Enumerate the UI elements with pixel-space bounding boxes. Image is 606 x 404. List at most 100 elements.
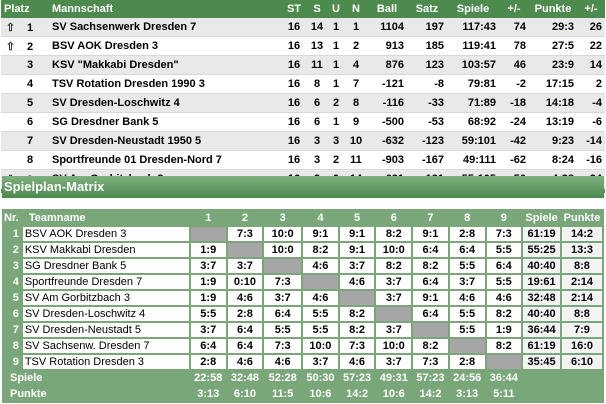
stat-diff: 78 — [499, 36, 529, 56]
col-header-n[interactable]: N — [345, 0, 367, 18]
matrix-team-name[interactable]: SV Sachsenw. Dresden 7 — [22, 339, 189, 353]
matrix-result-cell: 5:5 — [486, 243, 522, 257]
stat-pdiff: -16 — [577, 150, 605, 170]
footer-punkte-value: 10:6 — [309, 388, 332, 400]
stat-n: 2 — [345, 36, 367, 56]
team-name[interactable]: SV Sachsenwerk Dresden 7 — [49, 18, 281, 37]
team-name[interactable]: Sportfreunde 01 Dresden-Nord 7 — [49, 150, 281, 170]
col-header-st[interactable]: ST — [281, 0, 307, 18]
col-header-pdiff[interactable]: +/- — [577, 0, 605, 18]
footer-spiele-value: 57:23 — [416, 372, 445, 384]
stat-n: 4 — [345, 55, 367, 75]
stat-ball: -903 — [367, 150, 407, 170]
col-header-satz[interactable]: Satz — [407, 0, 447, 18]
standings-row[interactable]: 5 SV Dresden-Loschwitz 4 16 6 2 8 -116 -33 71:89… — [1, 93, 605, 113]
matrix-diagonal-cell — [190, 227, 226, 241]
matrix-result-cell: 3:7 — [376, 355, 412, 369]
matrix-result-cell: 6:4 — [413, 243, 448, 257]
rank-number: 4 — [26, 78, 34, 90]
team-name[interactable]: BSV AOK Dresden 3 — [49, 36, 281, 56]
stat-diff: 74 — [499, 18, 529, 37]
stat-satz: 123 — [407, 55, 447, 75]
matrix-row: 8 SV Sachsenw. Dresden 7 6:4 6:4 7:3 10:0 7:3 1… — [4, 339, 602, 353]
matrix-result-cell: 5:5 — [303, 307, 338, 321]
matrix-result-cell: 7:3 — [486, 227, 522, 241]
col-header-platz[interactable]: Platz — [1, 0, 49, 18]
team-name[interactable]: SV Dresden-Loschwitz 4 — [49, 93, 281, 113]
standings-row[interactable]: 7 SV Dresden-Neustadt 1950 5 16 3 3 10 -632 -12… — [1, 131, 605, 151]
team-name[interactable]: TSV Rotation Dresden 1990 3 — [49, 74, 281, 94]
matrix-row: 9 TSV Rotation Dresden 3 2:8 4:6 4:6 3:7 4:6 3:… — [4, 355, 602, 369]
standings-row[interactable]: 8 Sportfreunde 01 Dresden-Nord 7 16 3 2 11 -90… — [1, 150, 605, 170]
stat-pdiff: 26 — [577, 18, 605, 37]
stat-punkte: 17:15 — [529, 74, 577, 94]
standings-row[interactable]: 6 SG Dresdner Bank 5 16 6 1 9 -500 -53 68:92 -24 1… — [1, 112, 605, 132]
matrix-result-cell: 3:7 — [190, 323, 226, 337]
matrix-result-cell: 7:3 — [413, 355, 448, 369]
footer-punkte-value: 14:2 — [346, 388, 369, 400]
matrix-result-cell: 10:0 — [376, 339, 412, 353]
stat-satz: -123 — [407, 131, 447, 151]
matrix-section-header: Spielplan-Matrix — [2, 176, 604, 198]
matrix-team-name[interactable]: SV Dresden-Loschwitz 4 — [22, 307, 189, 321]
matrix-team-name[interactable]: TSV Rotation Dresden 3 — [22, 355, 189, 369]
matrix-diagonal-cell — [376, 307, 412, 321]
stat-spiele: 119:41 — [447, 36, 499, 56]
stat-ball: -632 — [367, 131, 407, 151]
col-header-spiele[interactable]: Spiele — [447, 0, 499, 18]
matrix-col-header-punkte: Punkte — [563, 212, 601, 224]
stat-spiele: 71:89 — [447, 93, 499, 113]
footer-empty-cell — [523, 387, 560, 401]
footer-spiele-value: 50:30 — [306, 372, 335, 384]
col-header-punkte[interactable]: Punkte — [529, 0, 577, 18]
stat-u: 1 — [327, 55, 345, 75]
stat-n: 9 — [345, 112, 367, 132]
col-header-diff[interactable]: +/- — [499, 0, 529, 18]
matrix-result-cell: 4:6 — [339, 355, 375, 369]
standings-row[interactable]: ⇧ 1 SV Sachsenwerk Dresden 7 16 14 1 1 1104 197 1… — [1, 18, 605, 37]
team-name[interactable]: SV Dresden-Neustadt 1950 5 — [49, 131, 281, 151]
matrix-team-name[interactable]: BSV AOK Dresden 3 — [22, 227, 189, 241]
stat-s: 3 — [307, 150, 327, 170]
standings-row[interactable]: 4 TSV Rotation Dresden 1990 3 16 8 1 7 -121 -8 7… — [1, 74, 605, 94]
stat-satz: -167 — [407, 150, 447, 170]
team-name[interactable]: KSV "Makkabi Dresden" — [49, 55, 281, 75]
matrix-result-cell: 7:3 — [264, 275, 302, 289]
matrix-result-cell: 3:7 — [264, 291, 302, 305]
matrix-team-name[interactable]: SG Dresdner Bank 5 — [22, 259, 189, 273]
col-header-ball[interactable]: Ball — [367, 0, 407, 18]
col-header-s[interactable]: S — [307, 0, 327, 18]
footer-punkte-value: 11:5 — [271, 388, 294, 400]
matrix-team-name[interactable]: KSV Makkabi Dresden — [22, 243, 189, 257]
matrix-row-punkte: 2:14 — [561, 275, 602, 289]
matrix-diagonal-cell — [413, 323, 448, 337]
standings-row[interactable]: ⇧ 2 BSV AOK Dresden 3 16 13 1 2 913 185 119:41 78 2… — [1, 36, 605, 56]
matrix-result-cell: 5:5 — [303, 323, 338, 337]
matrix-result-cell: 4:6 — [486, 291, 522, 305]
matrix-diagonal-cell — [303, 275, 338, 289]
stat-st: 16 — [281, 74, 307, 94]
matrix-team-name[interactable]: Sportfreunde Dresden 7 — [22, 275, 189, 289]
matrix-result-cell: 8:2 — [376, 259, 412, 273]
team-name[interactable]: SG Dresdner Bank 5 — [49, 112, 281, 132]
matrix-team-name[interactable]: SV Dresden-Neustadt 5 — [22, 323, 189, 337]
matrix-result-cell: 4:6 — [227, 355, 263, 369]
standings-table: Platz Mannschaft ST S U N Ball Satz Spie… — [0, 0, 606, 193]
matrix-result-cell: 9:1 — [413, 291, 448, 305]
matrix-result-cell: 1:9 — [486, 323, 522, 337]
stat-satz: -53 — [407, 112, 447, 132]
standings-row[interactable]: 3 KSV "Makkabi Dresden" 16 11 1 4 876 123 103:57… — [1, 55, 605, 75]
footer-spiele-label: Spiele — [10, 372, 43, 384]
matrix-team-name[interactable]: SV Am Gorbitzbach 3 — [22, 291, 189, 305]
matrix-result-cell: 7:3 — [264, 339, 302, 353]
col-header-u[interactable]: U — [327, 0, 345, 18]
matrix-row-punkte: 8:8 — [561, 307, 602, 321]
stat-spiele: 103:57 — [447, 55, 499, 75]
up-arrow-icon: ⇧ — [5, 40, 16, 53]
stat-spiele: 68:92 — [447, 112, 499, 132]
matrix-result-cell: 3:7 — [339, 259, 375, 273]
stat-pdiff: 14 — [577, 55, 605, 75]
matrix-footer-spiele-row: Spiele 22:58 32:48 52:28 50:30 57:23 49:31 57:… — [4, 371, 602, 385]
matrix-row: 2 KSV Makkabi Dresden 1:9 10:0 8:2 9:1 10:0 6:4… — [4, 243, 602, 257]
col-header-mannschaft[interactable]: Mannschaft — [49, 0, 281, 18]
